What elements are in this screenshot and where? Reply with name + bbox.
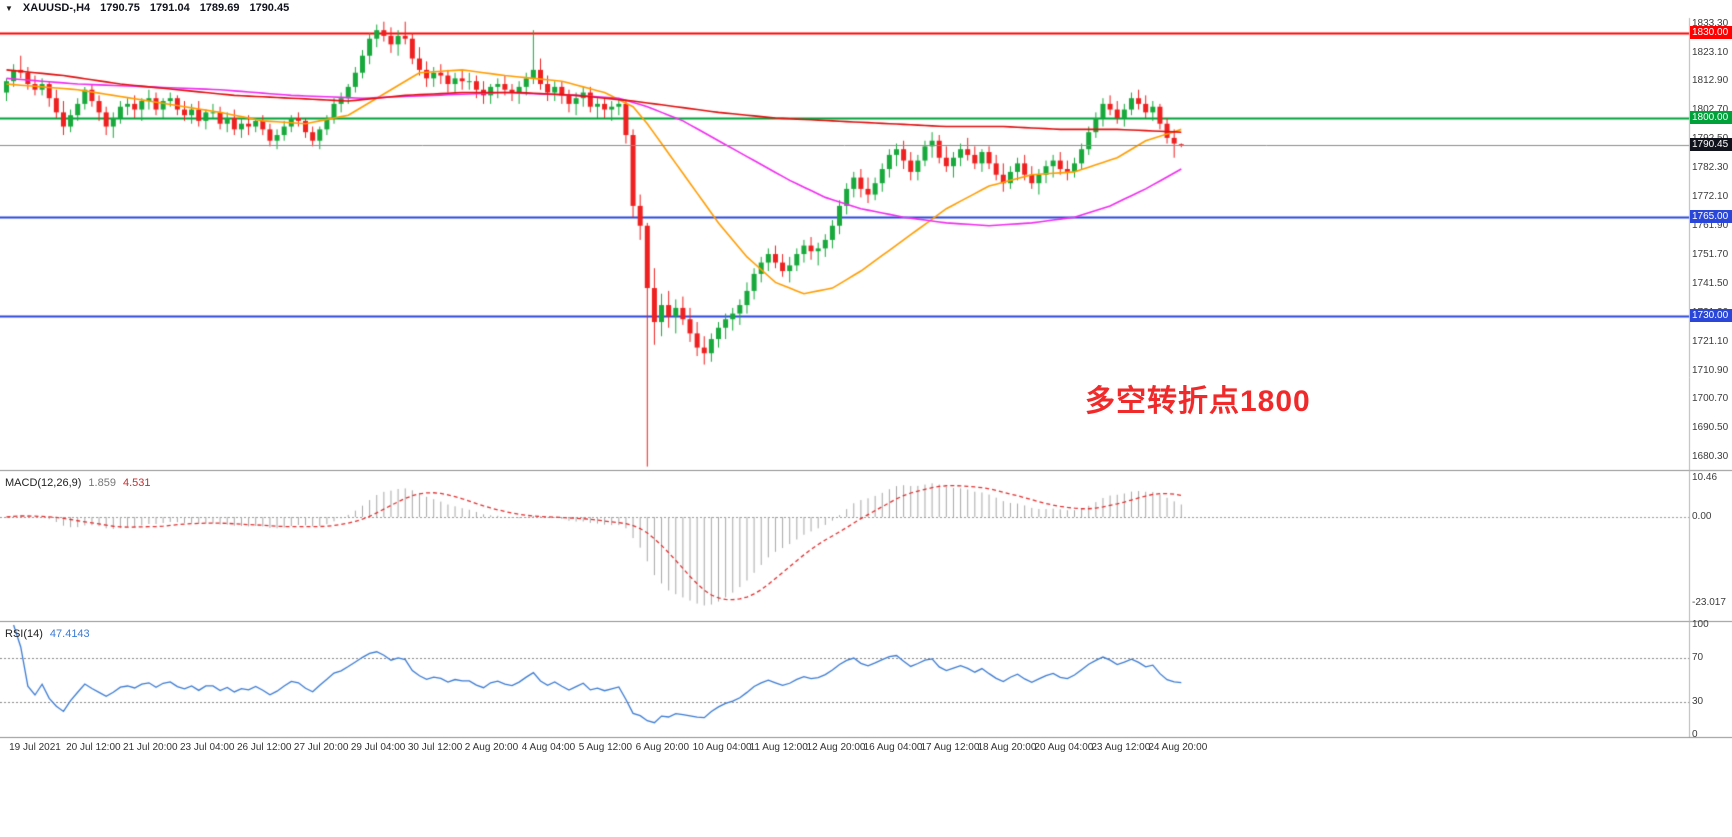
time-axis-label: 23 Aug 12:00	[1091, 742, 1151, 753]
price-axis-label: 1710.90	[1692, 364, 1729, 376]
macd-main-value: 1.859	[88, 477, 116, 489]
price-axis-label: 1772.10	[1692, 191, 1729, 203]
high-value: 1791.04	[149, 2, 190, 14]
time-axis-label: 6 Aug 20:00	[635, 742, 690, 753]
symbol-info-bar: ▼ XAUUSD-,H4 1790.75 1791.04 1789.69 179…	[5, 2, 289, 14]
close-value: 1790.45	[249, 2, 290, 14]
price-line-label: 1790.45	[1690, 138, 1732, 152]
chart-annotation: 多空转折点1800	[1085, 385, 1311, 418]
rsi-indicator-label: RSI(14) 47.4143	[5, 628, 90, 640]
macd-axis-label: 10.46	[1692, 471, 1718, 483]
rsi-axis-label: 0	[1692, 729, 1698, 740]
price-line-label: 1765.00	[1690, 210, 1732, 224]
time-axis-label: 30 Jul 12:00	[407, 742, 463, 753]
chevron-down-icon[interactable]: ▼	[5, 3, 13, 13]
time-axis-label: 12 Aug 20:00	[806, 742, 866, 753]
macd-axis-label: 0.00	[1692, 511, 1712, 522]
time-axis-label: 4 Aug 04:00	[521, 742, 576, 753]
time-axis-label: 24 Aug 20:00	[1148, 742, 1208, 753]
time-axis-label: 2 Aug 20:00	[464, 742, 519, 753]
time-axis-label: 19 Jul 2021	[9, 742, 61, 753]
price-line-label: 1800.00	[1690, 111, 1732, 125]
price-axis-label: 1761.90	[1692, 220, 1729, 231]
price-axis-label: 1680.30	[1692, 451, 1729, 463]
time-axis-label: 26 Jul 12:00	[236, 742, 292, 753]
time-axis-label: 21 Jul 20:00	[123, 742, 178, 753]
price-axis-label: 1833.30	[1692, 17, 1729, 29]
price-axis-label: 1802.70	[1692, 104, 1729, 116]
macd-signal-value: 4.531	[122, 477, 151, 489]
price-axis-label: 1812.90	[1692, 75, 1729, 87]
time-axis-label: 18 Aug 20:00	[977, 742, 1037, 753]
rsi-axis-label: 100	[1692, 619, 1709, 630]
time-axis-label: 17 Aug 12:00	[920, 742, 980, 753]
rsi-axis-label: 30	[1692, 696, 1704, 707]
time-axis-label: 16 Aug 04:00	[863, 742, 923, 753]
price-line-label: 1830.00	[1690, 26, 1732, 40]
rsi-name: RSI(14)	[5, 628, 43, 640]
time-axis-label: 23 Jul 04:00	[180, 742, 235, 753]
time-axis-label: 10 Aug 04:00	[692, 742, 752, 753]
rsi-value: 47.4143	[49, 628, 90, 640]
macd-axis-label: -23.017	[1692, 597, 1726, 609]
price-line-label: 1730.00	[1690, 309, 1732, 323]
price-axis-label: 1741.50	[1692, 277, 1729, 289]
low-value: 1789.69	[199, 2, 240, 14]
macd-indicator-label: MACD(12,26,9) 1.859 4.531	[5, 477, 150, 489]
macd-name: MACD(12,26,9)	[5, 477, 82, 489]
symbol-timeframe-label: XAUUSD-,H4	[22, 2, 91, 14]
price-axis-label: 1700.70	[1692, 393, 1729, 405]
time-axis-label: 29 Jul 04:00	[350, 742, 406, 753]
price-axis-label: 1690.50	[1692, 422, 1729, 434]
time-axis-label: 27 Jul 20:00	[293, 742, 349, 753]
time-axis-label: 20 Aug 04:00	[1034, 742, 1094, 753]
time-axis-label: 5 Aug 12:00	[578, 742, 633, 753]
open-value: 1790.75	[100, 2, 140, 14]
rsi-axis-label: 70	[1692, 652, 1704, 663]
price-axis-label: 1751.70	[1692, 248, 1729, 260]
price-axis-label: 1782.30	[1692, 162, 1729, 174]
time-axis-label: 11 Aug 12:00	[749, 742, 808, 753]
price-axis-label: 1721.10	[1692, 335, 1729, 347]
price-axis-label: 1823.10	[1692, 46, 1729, 58]
time-axis-label: 20 Jul 12:00	[66, 742, 121, 753]
